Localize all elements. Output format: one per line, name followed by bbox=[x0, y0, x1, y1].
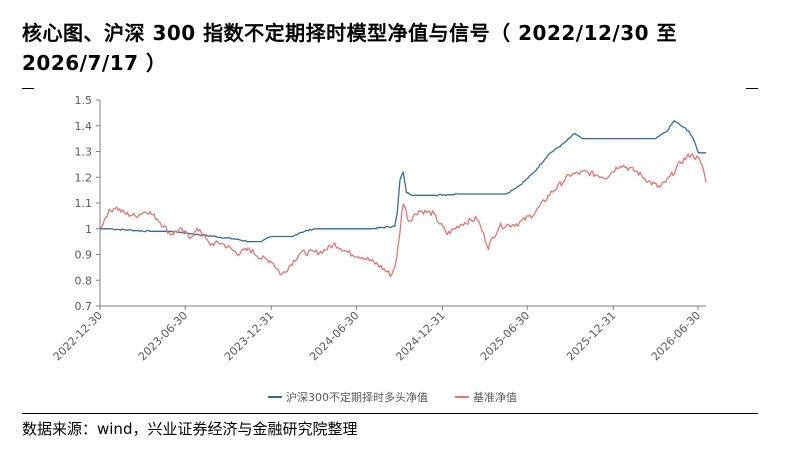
y-tick-label: 1.2 bbox=[75, 171, 93, 184]
series-layer bbox=[99, 119, 707, 277]
y-tick-label: 1.4 bbox=[75, 120, 93, 133]
x-tick-label: 2023-06-30 bbox=[136, 309, 190, 363]
series-line-1 bbox=[100, 119, 706, 243]
chart-title: 核心图、沪深 300 指数不定期择时模型净值与信号（ 2022/12/30 至 … bbox=[22, 21, 678, 75]
x-tick-label: 2025-06-30 bbox=[478, 309, 532, 363]
corner-mark-left bbox=[22, 88, 34, 89]
x-tick-label: 2024-12-31 bbox=[393, 309, 447, 363]
x-tick-label: 2025-12-31 bbox=[564, 309, 618, 363]
source-divider bbox=[22, 413, 758, 414]
series-line-2 bbox=[99, 152, 707, 277]
y-tick-label: 1 bbox=[85, 223, 92, 236]
corner-mark-right bbox=[746, 88, 758, 89]
y-tick-label: 1.1 bbox=[75, 197, 93, 210]
x-tick-label: 2026-06-30 bbox=[649, 309, 703, 363]
x-tick-label: 2022-12-30 bbox=[51, 309, 105, 363]
y-tick-label: 0.9 bbox=[75, 249, 93, 262]
axes: 0.7 0.8 0.9 1 1.1 1.2 1.3 1.4 1.5 2022-12-30 2023-… bbox=[51, 94, 706, 363]
y-tick-label: 1.3 bbox=[75, 146, 93, 159]
source-note: 数据来源：wind，兴业证券经济与金融研究院整理 bbox=[22, 420, 358, 438]
x-tick-label: 2023-12-31 bbox=[222, 309, 276, 363]
x-tick-label: 2024-06-30 bbox=[307, 309, 361, 363]
y-tick-label: 1.5 bbox=[75, 94, 93, 107]
y-tick-label: 0.7 bbox=[75, 300, 93, 313]
legend: 沪深300不定期择时多头净值 基准净值 bbox=[268, 390, 517, 404]
legend-label-2: 基准净值 bbox=[473, 390, 517, 404]
legend-label-1: 沪深300不定期择时多头净值 bbox=[286, 390, 428, 404]
y-tick-label: 0.8 bbox=[75, 274, 93, 287]
